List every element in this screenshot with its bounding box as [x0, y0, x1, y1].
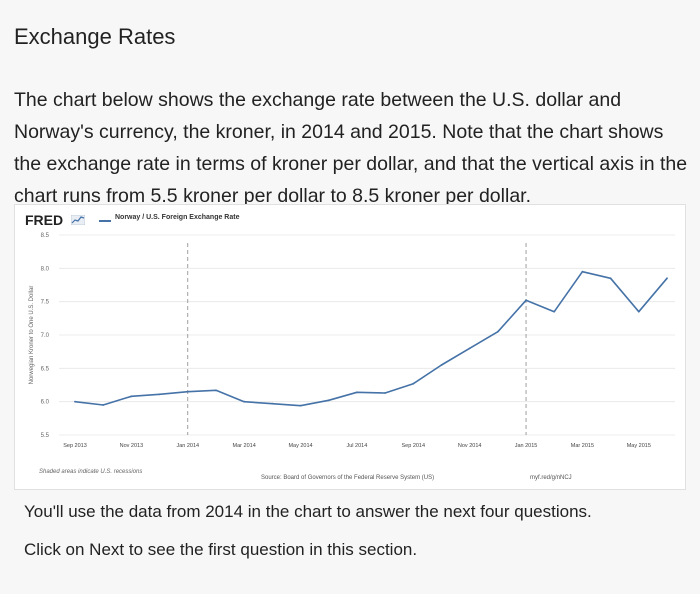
data-point: [243, 400, 246, 403]
intro-paragraph: The chart below shows the exchange rate …: [14, 89, 688, 207]
x-tick-label: Mar 2014: [233, 443, 256, 449]
data-point: [158, 393, 161, 396]
x-tick-label: Sep 2013: [63, 443, 87, 449]
x-tick-label: Jan 2014: [176, 443, 199, 449]
legend-swatch: [99, 220, 111, 222]
legend-label: Norway / U.S. Foreign Exchange Rate: [115, 214, 240, 221]
data-point: [412, 382, 415, 385]
y-tick-label: 8.5: [41, 233, 50, 239]
data-point: [271, 402, 274, 405]
chart-source: Source: Board of Governors of the Federa…: [261, 475, 435, 481]
data-point: [186, 390, 189, 393]
data-point: [553, 310, 556, 313]
x-tick-label: May 2015: [627, 443, 651, 449]
fred-chart: FRED Norway / U.S. Foreign Exchange Rate…: [14, 204, 686, 490]
data-point: [215, 389, 217, 392]
x-tick-label: Sep 2014: [402, 443, 426, 449]
chart-credit: myf.red/g/nNCJ: [530, 475, 572, 481]
series-line: [74, 270, 668, 407]
y-tick-label: 7.0: [41, 333, 50, 339]
x-tick-label: Mar 2015: [571, 443, 594, 449]
data-point: [637, 310, 640, 313]
y-tick-label: 7.5: [41, 300, 50, 306]
data-point: [666, 277, 668, 280]
data-point: [496, 330, 499, 333]
data-point: [299, 404, 302, 407]
x-tick-label: Nov 2013: [120, 443, 144, 449]
recession-note: Shaded areas indicate U.S. recessions: [39, 469, 143, 475]
data-point: [525, 299, 527, 302]
x-tick-label: May 2014: [288, 443, 312, 449]
x-tick-label: Jan 2015: [515, 443, 538, 449]
data-point: [102, 404, 105, 406]
chart-plot: 8.5 8.0 7.5 7.0 6.5 6.0 5.5 Norwegian Kroner to…: [29, 233, 675, 449]
data-point: [440, 364, 443, 366]
data-point: [581, 270, 584, 273]
data-point: [468, 347, 471, 350]
data-point: [384, 392, 386, 394]
fred-logo: FRED: [25, 212, 64, 228]
data-point: [609, 277, 612, 280]
y-tick-label: 6.5: [41, 366, 50, 372]
x-tick-label: Nov 2014: [458, 443, 482, 449]
instruction-text: You'll use the data from 2014 in the cha…: [24, 502, 592, 521]
x-tick-label: Jul 2014: [347, 443, 368, 449]
page-title: Exchange Rates: [14, 24, 176, 49]
data-point: [130, 395, 133, 398]
data-point: [356, 391, 358, 394]
fred-chart-icon: [71, 215, 85, 225]
data-point: [74, 400, 76, 403]
y-tick-label: 5.5: [41, 433, 50, 439]
y-tick-label: 8.0: [41, 266, 50, 272]
next-instruction-text: Click on Next to see the first question …: [24, 540, 418, 559]
y-tick-label: 6.0: [41, 400, 50, 406]
y-axis-label: Norwegian Kroner to One U.S. Dollar: [29, 286, 35, 385]
data-point: [327, 399, 330, 402]
